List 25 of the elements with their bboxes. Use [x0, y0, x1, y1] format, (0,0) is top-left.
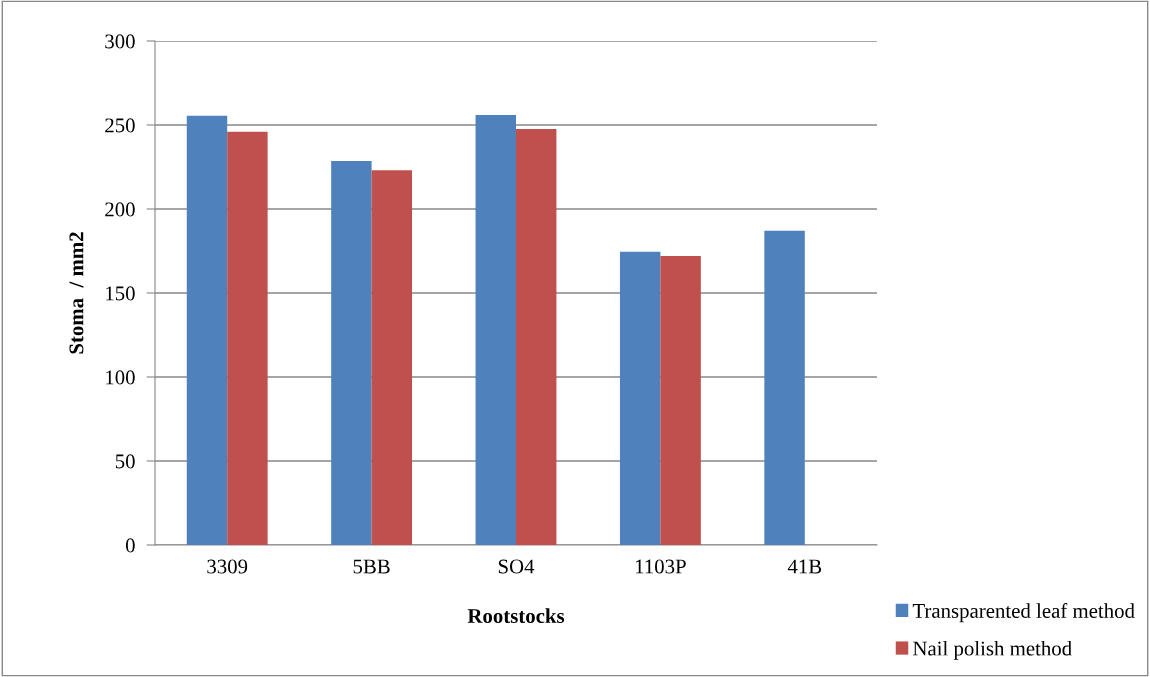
bar	[660, 256, 701, 545]
x-axis-title: Rootstocks	[467, 608, 565, 623]
x-tick-label: SO4	[498, 559, 535, 574]
bar	[371, 170, 413, 545]
bar	[186, 115, 228, 545]
bar	[516, 129, 557, 545]
y-tick-label: 200	[105, 202, 135, 217]
y-tick-label: 250	[105, 118, 135, 133]
legend-label: Nail polish method	[913, 640, 1072, 660]
y-tick-label: 150	[106, 286, 135, 301]
y-axis-title: Stoma / mm2	[69, 232, 84, 354]
legend-label: Transparented leaf method	[912, 603, 1135, 623]
bar	[227, 131, 268, 545]
y-tick-label: 100	[106, 370, 135, 385]
bar	[475, 114, 516, 545]
x-tick-label: 5BB	[353, 559, 390, 574]
bar	[764, 230, 805, 545]
bar	[619, 251, 661, 545]
x-tick-label: 41B	[787, 559, 822, 574]
y-tick-label: 300	[105, 34, 135, 49]
x-tick-label: 3309	[207, 559, 248, 574]
y-tick-label: 50	[115, 454, 135, 469]
y-tick-label: 0	[125, 538, 135, 553]
bar	[331, 160, 372, 545]
x-tick-label: 1103P	[636, 559, 686, 574]
